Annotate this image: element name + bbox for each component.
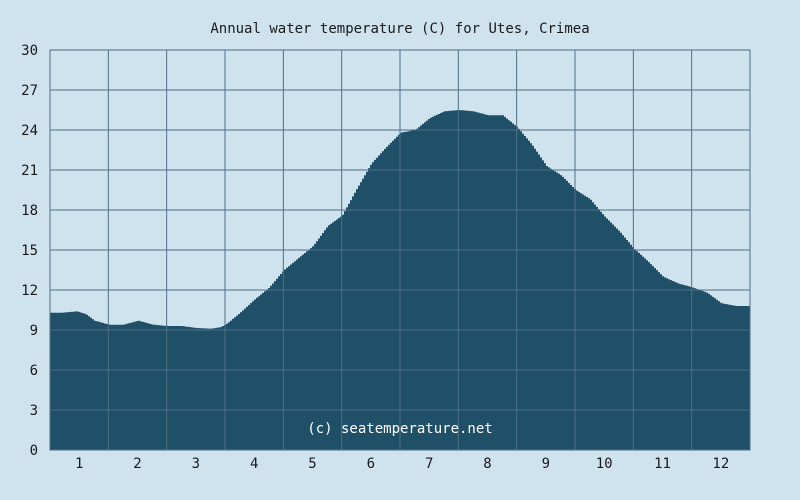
y-tick-label: 24 [21, 123, 38, 139]
x-tick-label: 1 [75, 456, 83, 472]
y-tick-label: 30 [21, 43, 38, 59]
x-tick-label: 4 [250, 456, 258, 472]
chart-title: Annual water temperature (C) for Utes, C… [210, 21, 589, 37]
y-tick-label: 15 [21, 243, 38, 259]
x-tick-label: 5 [308, 456, 316, 472]
x-tick-label: 9 [542, 456, 550, 472]
y-tick-label: 21 [21, 163, 38, 179]
watermark: (c) seatemperature.net [307, 421, 492, 437]
y-tick-label: 9 [30, 323, 38, 339]
x-tick-label: 3 [192, 456, 200, 472]
y-tick-label: 3 [30, 403, 38, 419]
y-tick-label: 6 [30, 363, 38, 379]
x-tick-label: 11 [654, 456, 671, 472]
x-tick-label: 2 [133, 456, 141, 472]
plot-frame [49, 49, 751, 451]
y-tick-label: 27 [21, 83, 38, 99]
y-tick-label: 12 [21, 283, 38, 299]
x-tick-label: 8 [483, 456, 491, 472]
y-tick-label: 0 [30, 443, 38, 459]
x-tick-label: 6 [367, 456, 375, 472]
y-tick-label: 18 [21, 203, 38, 219]
x-tick-label: 12 [712, 456, 729, 472]
x-tick-label: 7 [425, 456, 433, 472]
x-tick-label: 10 [596, 456, 613, 472]
